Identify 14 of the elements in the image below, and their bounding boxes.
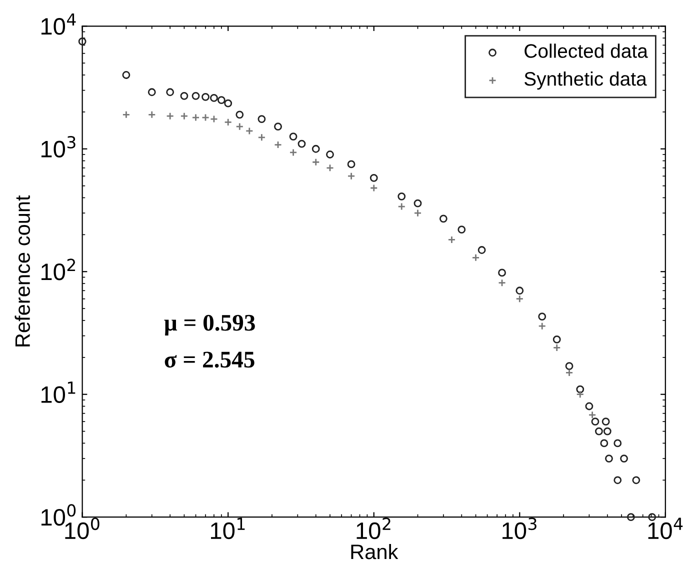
x-tick-label: 10$^{2}$ bbox=[356, 518, 390, 540]
annotation: σ = 2.545 bbox=[164, 352, 254, 368]
y-tick-label: 10$^{1}$ bbox=[41, 382, 76, 403]
y-tick-label: 10$^{4}$ bbox=[41, 13, 76, 35]
x-axis-title: Rank bbox=[351, 544, 398, 560]
legend-label: Synthetic data bbox=[524, 71, 647, 90]
x-tick-label: 10$^{4}$ bbox=[648, 518, 683, 540]
y-axis-title: Reference count bbox=[14, 195, 30, 346]
x-tick-label: 10$^{3}$ bbox=[502, 518, 536, 540]
legend-label: Collected data bbox=[524, 44, 648, 58]
x-tick-label: 10$^{1}$ bbox=[211, 518, 245, 540]
y-tick-label: 10$^{3}$ bbox=[41, 136, 76, 158]
y-tick-label: 10$^{2}$ bbox=[41, 258, 76, 280]
annotation: μ = 0.593 bbox=[164, 314, 255, 336]
